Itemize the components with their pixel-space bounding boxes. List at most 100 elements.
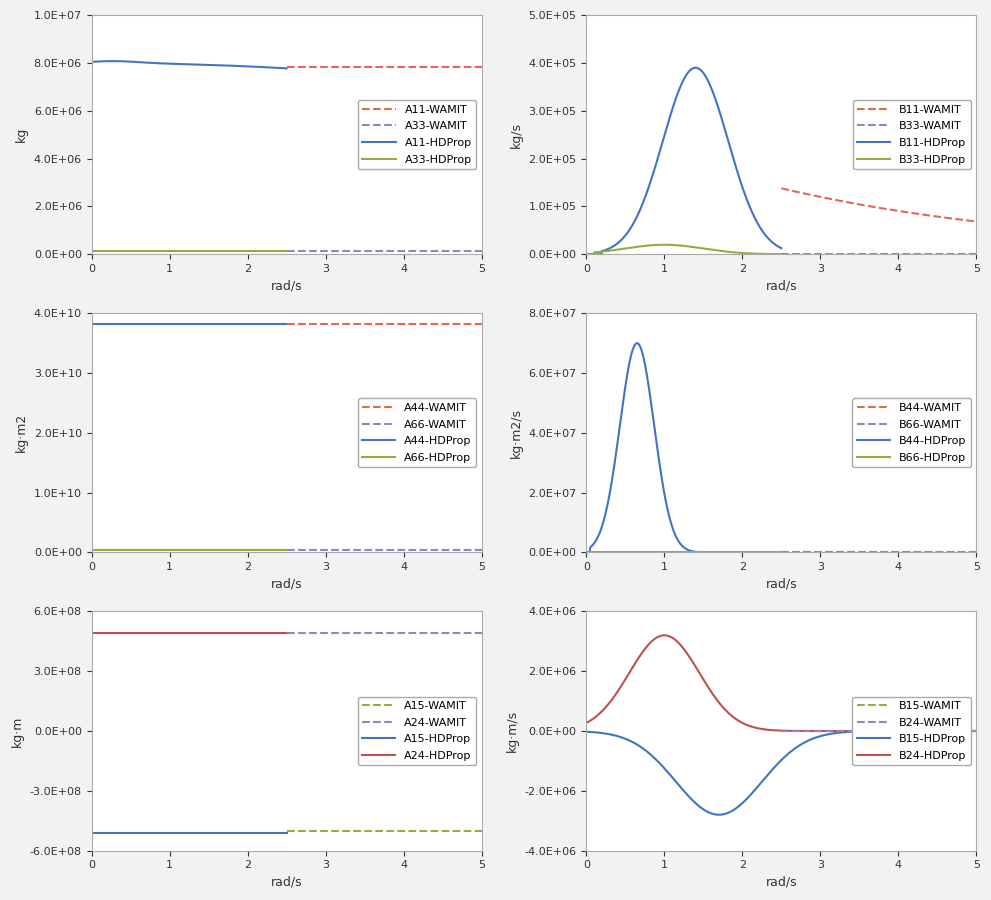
B66-WAMIT	[892, 547, 904, 558]
A44-HDProp	[280, 319, 292, 329]
B11-HDProp	[697, 67, 709, 77]
Line: B11-HDProp: B11-HDProp	[587, 68, 781, 255]
A24-HDProp	[280, 628, 292, 639]
A33-HDProp	[205, 246, 217, 256]
B24-WAMIT	[892, 725, 904, 736]
B66-HDProp	[700, 547, 712, 558]
A33-WAMIT	[396, 246, 408, 256]
Legend: A11-WAMIT, A33-WAMIT, A11-HDProp, A33-HDProp: A11-WAMIT, A33-WAMIT, A11-HDProp, A33-HD…	[358, 100, 476, 169]
B15-HDProp	[792, 741, 804, 751]
B44-HDProp	[581, 547, 593, 558]
Y-axis label: kg·m2/s: kg·m2/s	[509, 408, 523, 458]
B33-WAMIT	[775, 249, 787, 260]
B15-WAMIT	[895, 725, 907, 736]
A33-WAMIT	[400, 246, 412, 256]
B44-WAMIT	[970, 547, 982, 558]
Line: B24-HDProp: B24-HDProp	[587, 635, 976, 731]
B15-WAMIT	[776, 725, 788, 736]
Y-axis label: kg·m/s: kg·m/s	[506, 710, 519, 752]
A11-WAMIT	[396, 61, 408, 72]
B15-HDProp	[714, 809, 725, 820]
A11-WAMIT	[280, 61, 292, 72]
A11-HDProp	[107, 56, 119, 67]
A66-HDProp	[86, 544, 98, 555]
A24-WAMIT	[281, 628, 293, 639]
Y-axis label: kg/s: kg/s	[510, 122, 523, 148]
B15-HDProp	[901, 725, 913, 736]
A33-HDProp	[263, 246, 275, 256]
Legend: A44-WAMIT, A66-WAMIT, A44-HDProp, A66-HDProp: A44-WAMIT, A66-WAMIT, A44-HDProp, A66-HD…	[358, 399, 476, 467]
A15-HDProp	[202, 827, 214, 838]
Line: B33-HDProp: B33-HDProp	[587, 245, 781, 255]
Line: A11-HDProp: A11-HDProp	[91, 61, 286, 68]
X-axis label: rad/s: rad/s	[271, 876, 302, 889]
B33-HDProp	[581, 249, 593, 260]
A66-HDProp	[85, 544, 97, 555]
A15-WAMIT	[396, 825, 408, 836]
B11-HDProp	[758, 228, 770, 238]
X-axis label: rad/s: rad/s	[765, 280, 797, 292]
B11-WAMIT	[939, 212, 951, 223]
A11-HDProp	[263, 62, 275, 73]
A15-WAMIT	[281, 825, 293, 836]
B66-HDProp	[581, 547, 593, 558]
A33-WAMIT	[476, 246, 488, 256]
A44-WAMIT	[280, 319, 292, 329]
B44-WAMIT	[891, 547, 903, 558]
B33-HDProp	[775, 248, 787, 259]
A33-HDProp	[202, 246, 214, 256]
A24-WAMIT	[396, 628, 408, 639]
B11-WAMIT	[776, 183, 788, 194]
B24-HDProp	[581, 717, 593, 728]
A66-HDProp	[202, 544, 214, 555]
B24-WAMIT	[891, 725, 903, 736]
B66-HDProp	[581, 547, 593, 558]
B24-HDProp	[659, 630, 671, 641]
B33-HDProp	[758, 248, 770, 259]
B44-HDProp	[697, 547, 709, 558]
A33-HDProp	[201, 246, 213, 256]
A15-HDProp	[263, 827, 275, 838]
B66-WAMIT	[776, 547, 788, 558]
B66-WAMIT	[775, 547, 787, 558]
B44-WAMIT	[775, 547, 787, 558]
B11-WAMIT	[970, 216, 982, 227]
B44-HDProp	[581, 547, 593, 558]
A44-HDProp	[205, 319, 217, 329]
Legend: A15-WAMIT, A24-WAMIT, A15-HDProp, A24-HDProp: A15-WAMIT, A24-WAMIT, A15-HDProp, A24-HD…	[358, 697, 476, 766]
A11-HDProp	[85, 57, 97, 68]
B66-HDProp	[775, 547, 787, 558]
B24-HDProp	[962, 725, 974, 736]
B66-HDProp	[745, 547, 757, 558]
B33-WAMIT	[776, 249, 788, 260]
A66-HDProp	[201, 544, 213, 555]
X-axis label: rad/s: rad/s	[271, 578, 302, 590]
B66-WAMIT	[895, 547, 907, 558]
Line: B11-WAMIT: B11-WAMIT	[781, 188, 976, 221]
B11-WAMIT	[892, 205, 904, 216]
A66-HDProp	[263, 544, 275, 555]
B66-HDProp	[757, 547, 769, 558]
A44-WAMIT	[445, 319, 457, 329]
B24-HDProp	[769, 724, 781, 735]
A24-WAMIT	[396, 628, 408, 639]
B44-HDProp	[758, 547, 770, 558]
B11-HDProp	[697, 68, 709, 78]
A15-HDProp	[85, 827, 97, 838]
A24-HDProp	[201, 628, 213, 639]
B33-HDProp	[697, 243, 709, 254]
A44-WAMIT	[396, 319, 408, 329]
A15-HDProp	[201, 827, 213, 838]
A11-HDProp	[280, 63, 292, 74]
A44-HDProp	[250, 319, 262, 329]
A66-WAMIT	[281, 544, 293, 555]
A11-WAMIT	[458, 61, 470, 72]
B15-HDProp	[581, 726, 593, 737]
A24-HDProp	[205, 628, 217, 639]
B15-WAMIT	[952, 725, 964, 736]
A44-HDProp	[85, 319, 97, 329]
A33-WAMIT	[396, 246, 408, 256]
B15-WAMIT	[892, 725, 904, 736]
Legend: B11-WAMIT, B33-WAMIT, B11-HDProp, B33-HDProp: B11-WAMIT, B33-WAMIT, B11-HDProp, B33-HD…	[852, 100, 971, 169]
A44-WAMIT	[458, 319, 470, 329]
